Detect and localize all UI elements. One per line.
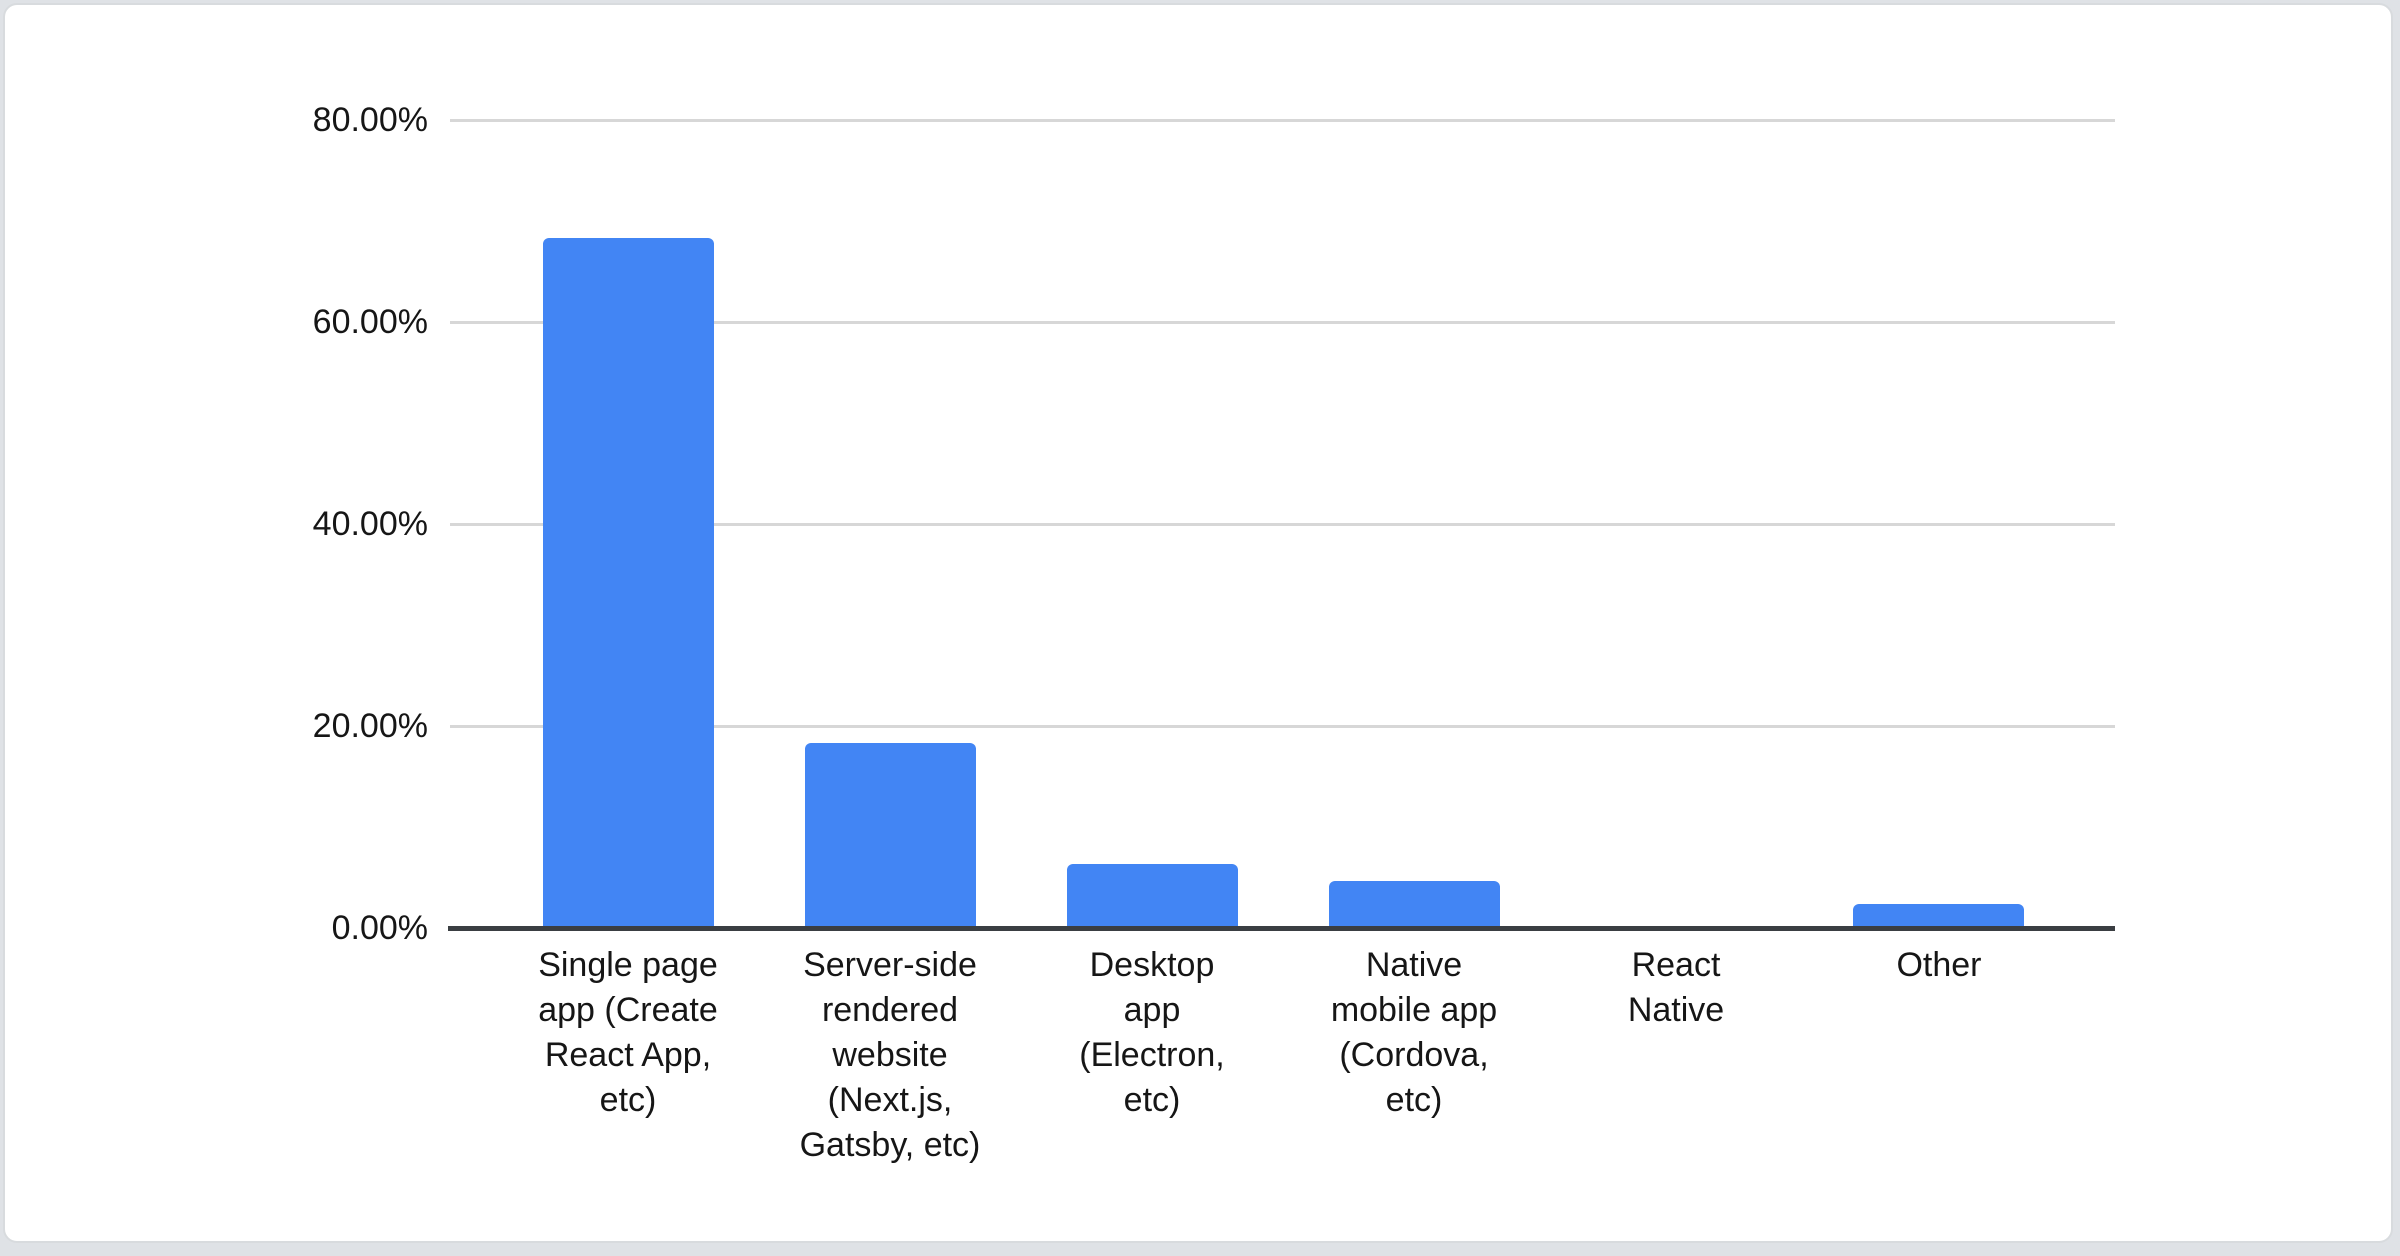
gridline [450, 523, 2115, 526]
category-label: React Native [1627, 946, 1725, 1029]
category-label: Single page app (Create React App, etc) [538, 946, 718, 1119]
y-tick-label: 20.00% [312, 707, 428, 745]
category-label: Server-side rendered website (Next.js, G… [799, 946, 981, 1164]
y-tick-label: 40.00% [312, 505, 428, 543]
y-tick-label: 80.00% [312, 101, 428, 139]
bar [805, 743, 976, 928]
chart-card: 80.00% 60.00% 40.00% 20.00% 0.00% Single page… [3, 3, 2393, 1243]
x-axis-line [448, 926, 2115, 931]
gridline [450, 321, 2115, 324]
category-label: Other [1896, 946, 1982, 984]
bar [1329, 881, 1500, 928]
y-tick-label: 0.00% [331, 909, 428, 947]
gridline [450, 119, 2115, 122]
bar [543, 238, 714, 928]
bar-chart: 80.00% 60.00% 40.00% 20.00% 0.00% Single page… [5, 5, 2391, 1241]
y-tick-label: 60.00% [312, 303, 428, 341]
bar [1853, 904, 2024, 928]
category-label: Desktop app (Electron, etc) [1079, 946, 1225, 1119]
category-label: Native mobile app (Cordova, etc) [1330, 946, 1498, 1119]
gridline [450, 725, 2115, 728]
bar [1067, 864, 1238, 928]
